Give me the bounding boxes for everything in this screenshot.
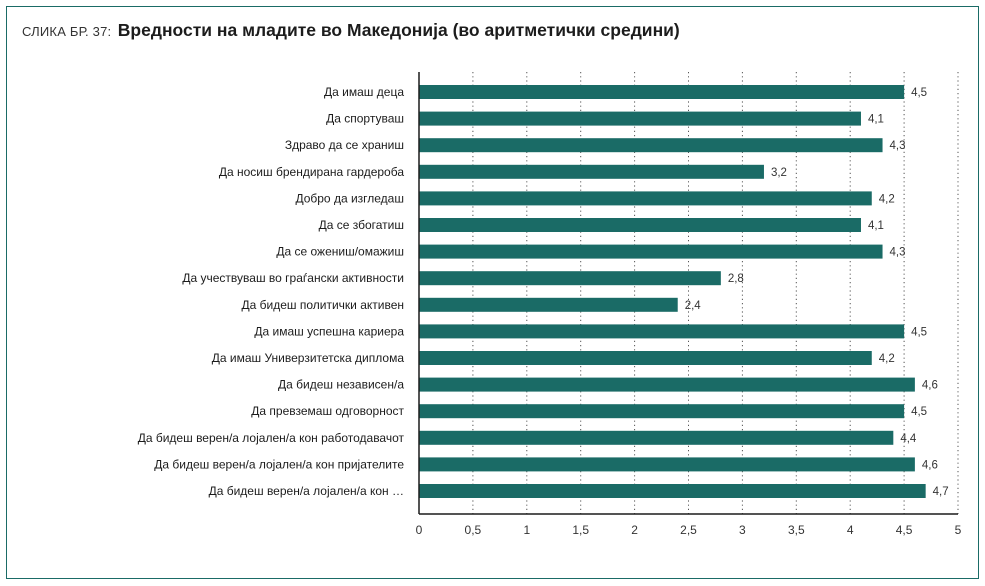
bar-5 <box>419 218 861 232</box>
bar-10 <box>419 351 872 365</box>
bar-14 <box>419 457 915 472</box>
bar-7 <box>419 271 721 286</box>
value-label-10: 4,2 <box>879 353 895 365</box>
x-tick-label-10: 5 <box>955 523 962 537</box>
value-label-15: 4,7 <box>933 486 949 498</box>
bar-6 <box>419 244 883 259</box>
figure-frame <box>6 6 979 579</box>
bar-1 <box>419 111 861 126</box>
x-tick-labels: 0 0,5 1 1,5 2 2,5 3 3,5 4 4,5 5 <box>416 523 962 537</box>
bar-8 <box>419 297 678 312</box>
value-label-13: 4,4 <box>900 433 917 445</box>
value-label-6: 4,3 <box>890 247 906 259</box>
category-label-0: Да имаш деца <box>324 85 404 99</box>
category-label-6: Да се ожениш/омажиш <box>276 245 404 259</box>
value-label-7: 2,8 <box>728 273 744 285</box>
category-label-13: Да бидеш верен/а лојален/а кон работодав… <box>138 431 405 445</box>
x-tick-label-9: 4,5 <box>896 523 913 537</box>
x-tick-label-0: 0 <box>416 523 423 537</box>
x-tick-label-7: 3,5 <box>788 523 805 537</box>
category-label-5: Да се збогатиш <box>319 218 404 232</box>
bar-13 <box>419 430 894 445</box>
category-label-10: Да имаш Универзитетска диплома <box>212 351 405 365</box>
value-label-3: 3,2 <box>771 167 787 179</box>
value-label-8: 2,4 <box>685 300 702 312</box>
x-tick-label-5: 2,5 <box>680 523 697 537</box>
value-label-9: 4,5 <box>911 326 927 338</box>
category-label-2: Здраво да се храниш <box>285 138 404 152</box>
x-tick-label-4: 2 <box>631 523 638 537</box>
value-labels: 4,5 4,1 4,3 3,2 4,2 4,1 4,3 2,8 2,4 4,5 4,2 4,6 4,5 4… <box>685 87 949 498</box>
axes <box>418 72 958 515</box>
value-label-0: 4,5 <box>911 87 927 99</box>
bar-9 <box>419 324 905 339</box>
category-label-9: Да имаш успешна кариера <box>254 324 404 338</box>
bar-3 <box>419 164 764 179</box>
bar-15 <box>419 484 926 498</box>
bar-0 <box>419 85 905 99</box>
bar-11 <box>419 377 915 392</box>
category-label-15: Да бидеш верен/а лојален/а кон … <box>209 484 404 498</box>
x-tick-label-3: 1,5 <box>572 523 589 537</box>
category-label-12: Да превземаш одговорност <box>251 404 404 418</box>
chart-title: Вредности на младите во Македонија (во а… <box>117 20 680 40</box>
category-label-11: Да бидеш независен/а <box>278 378 404 392</box>
bar-2 <box>419 138 883 153</box>
category-labels: Да имаш деца Да спортуваш Здраво да се хра… <box>138 85 405 498</box>
x-tick-label-1: 0,5 <box>465 523 482 537</box>
bar-12 <box>419 404 905 419</box>
figure-number: СЛИКА БР. 37: <box>22 24 112 39</box>
value-label-11: 4,6 <box>922 380 938 392</box>
category-label-3: Да носиш брендирана гардероба <box>219 165 404 179</box>
category-label-8: Да бидеш политички активен <box>242 298 405 312</box>
figure-title: СЛИКА БР. 37: Вредности на младите во Ма… <box>22 20 680 41</box>
value-label-1: 4,1 <box>868 114 884 126</box>
value-label-12: 4,5 <box>911 406 927 418</box>
category-label-7: Да учествуваш во граѓански активности <box>182 271 404 285</box>
category-label-4: Добро да изгледаш <box>295 191 404 205</box>
bar-4 <box>419 191 872 206</box>
category-label-1: Да спортуваш <box>326 112 404 126</box>
x-tick-label-2: 1 <box>523 523 530 537</box>
value-label-5: 4,1 <box>868 220 884 232</box>
x-tick-label-8: 4 <box>847 523 854 537</box>
value-label-4: 4,2 <box>879 193 895 205</box>
category-label-14: Да бидеш верен/а лојален/а кон пријатели… <box>154 457 404 471</box>
value-label-2: 4,3 <box>890 140 906 152</box>
x-tick-label-6: 3 <box>739 523 746 537</box>
value-label-14: 4,6 <box>922 459 938 471</box>
bars <box>419 85 926 498</box>
